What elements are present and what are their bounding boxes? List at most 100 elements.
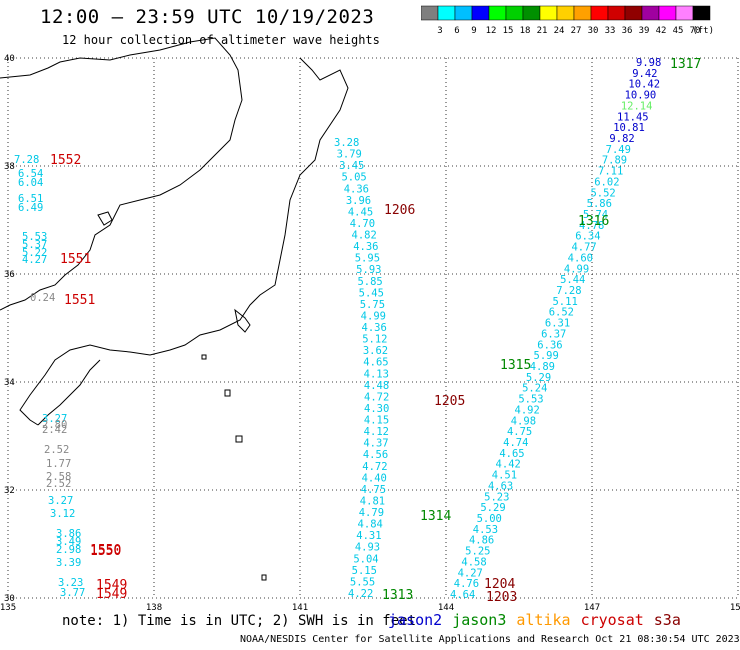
wave-height-value: 11.45 [617, 111, 649, 123]
wave-height-value: 6.34 [575, 231, 600, 243]
wave-height-value: 6.37 [541, 328, 566, 340]
wave-height-value: 4.30 [364, 403, 389, 415]
lat-tick-label: 34 [4, 378, 15, 388]
legend-label: 3 [437, 26, 442, 36]
legend-label: 24 [554, 26, 565, 36]
wave-height-value: 5.05 [341, 172, 366, 184]
wave-height-value: 5.53 [518, 394, 543, 406]
pass-time-label: 1552 [50, 153, 81, 168]
page-subtitle: 12 hour collection of altimeter wave hei… [62, 33, 380, 47]
wave-height-value: 5.93 [356, 264, 381, 276]
wave-height-value: 4.45 [348, 206, 373, 218]
wave-height-value: 5.44 [560, 274, 585, 286]
wave-height-value: 5.53 [22, 231, 47, 243]
legend-label: 15 [503, 26, 514, 36]
wave-height-value: 4.76 [454, 578, 479, 590]
page-title: 12:00 – 23:59 UTC 10/19/2023 [40, 6, 375, 28]
wave-height-value: 5.04 [353, 553, 378, 565]
pass-time-label: 1549 [96, 578, 127, 593]
wave-height-value: 4.70 [350, 218, 375, 230]
wave-height-value: 5.55 [350, 576, 375, 588]
lon-tick-label: 150 [730, 603, 740, 613]
lat-lon-grid [7, 57, 739, 599]
satellite-name: jason2 [388, 611, 443, 629]
wave-height-value: 6.31 [545, 318, 570, 330]
pass-time-label: 1551 [64, 293, 95, 308]
wave-height-value: 5.45 [359, 287, 384, 299]
pass-time-label: 1550 [90, 543, 121, 558]
wave-height-value: 4.74 [503, 437, 528, 449]
satellite-legend: jason2 jason3 altika cryosat s3a [388, 611, 691, 629]
lat-tick-label: 38 [4, 162, 15, 172]
wave-height-value: 4.27 [458, 567, 483, 579]
legend-label: 12 [486, 26, 497, 36]
wave-height-value: 4.72 [362, 461, 387, 473]
wave-height-value: 3.39 [56, 557, 81, 569]
pass-time-label: 1205 [434, 394, 465, 409]
wave-height-value: 5.85 [357, 276, 382, 288]
wave-height-value: 6.04 [18, 177, 43, 189]
satellite-name: s3a [653, 611, 681, 629]
pass-time-label: 1314 [420, 509, 451, 524]
wave-height-value: 4.42 [496, 459, 521, 471]
wave-height-value: 5.15 [352, 565, 377, 577]
wave-height-value: 4.58 [461, 556, 486, 568]
wave-height-value: 4.53 [473, 524, 498, 536]
honshu-pacific-coast [19, 57, 349, 426]
sado-island [97, 211, 113, 226]
wave-height-value: 6.54 [18, 168, 43, 180]
wave-height-value: 4.72 [364, 391, 389, 403]
oshima-island [235, 435, 243, 443]
wave-height-value: 5.24 [522, 383, 547, 395]
lat-tick-label: 30 [4, 594, 15, 604]
wave-height-value: 4.56 [363, 449, 388, 461]
color-legend: 3 6 9 12 15 18 21 24 27 30 33 36 39 42 45 70(ft) [421, 5, 714, 36]
wave-height-value: 4.60 [568, 252, 593, 264]
wave-height-value: 7.49 [606, 144, 631, 156]
legend-label: 9 [471, 26, 476, 36]
legend-label: 70 [690, 26, 701, 36]
legend-label: 33 [605, 26, 616, 36]
lon-tick-label: 138 [146, 603, 162, 613]
wave-height-value: 7.11 [598, 166, 623, 178]
wave-height-value: 4.36 [353, 241, 378, 253]
legend-swatch [692, 5, 711, 21]
wave-height-value: 2.80 [42, 419, 67, 431]
axis-ticks: 135 138 141 144 147 150 40 38 36 34 32 30 [0, 54, 740, 613]
legend-label: 27 [571, 26, 582, 36]
wave-height-value: 5.52 [590, 187, 615, 199]
wave-height-value: 3.28 [334, 137, 359, 149]
wave-height-value: 3.96 [346, 195, 371, 207]
pass-time-label: 1313 [382, 588, 413, 603]
pass-time-label: 1203 [486, 590, 517, 605]
wave-height-value: 5.25 [465, 546, 490, 558]
pass-time-label: 1550 [90, 544, 121, 559]
wave-height-value: 10.81 [613, 122, 645, 134]
wave-height-value: 3.27 [48, 495, 73, 507]
wave-height-value: 2.58 [46, 471, 71, 483]
wave-height-value: 7.28 [14, 154, 39, 166]
wave-height-value: 2.52 [44, 444, 69, 456]
wave-height-value: 4.81 [360, 495, 385, 507]
wave-height-value: 5.12 [362, 334, 387, 346]
wave-height-value: 2.98 [56, 544, 81, 556]
wave-height-value: 4.78 [579, 220, 604, 232]
wave-height-value: 5.86 [587, 198, 612, 210]
pass-time-label: 1206 [384, 203, 415, 218]
miyake-island [224, 389, 231, 397]
wave-height-value: 3.49 [56, 536, 81, 548]
wave-height-value: 4.93 [355, 542, 380, 554]
wave-height-value: 3.45 [339, 160, 364, 172]
wave-height-value: 4.27 [22, 254, 47, 266]
pass-time-label: 1551 [60, 252, 91, 267]
wave-height-value: 5.22 [22, 247, 47, 259]
wave-height-value: 7.89 [602, 155, 627, 167]
wave-height-value: 6.02 [594, 176, 619, 188]
satellite-name: jason3 [452, 611, 507, 629]
wave-height-value: 4.36 [362, 322, 387, 334]
wave-height-value: 4.13 [364, 368, 389, 380]
wave-height-value: 4.75 [361, 484, 386, 496]
satellite-name: cryosat [580, 611, 644, 629]
wave-height-value: 4.77 [571, 242, 596, 254]
